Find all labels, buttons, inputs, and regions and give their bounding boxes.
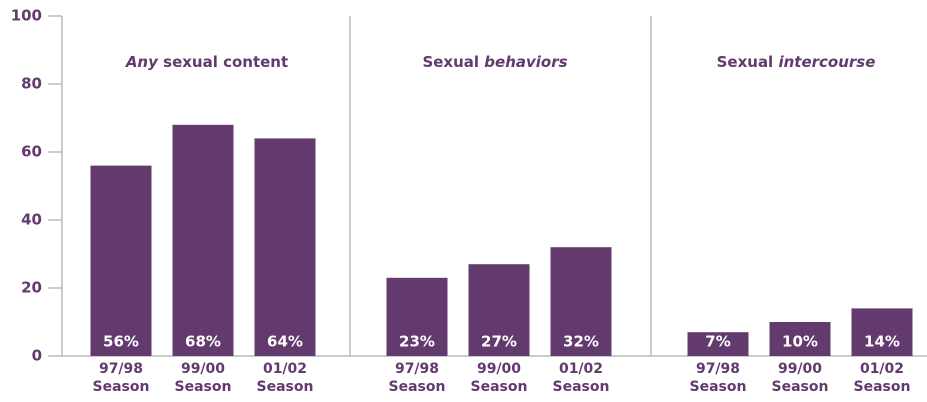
x-tick-label: 01/02 Season xyxy=(854,361,911,395)
bar xyxy=(468,264,530,356)
value-label: 56% xyxy=(103,333,139,351)
panel-title-part: behaviors xyxy=(484,53,567,71)
panel-title: Sexual behaviors xyxy=(422,53,567,71)
bar xyxy=(386,277,448,356)
x-tick-label: 01/02 Season xyxy=(257,361,314,395)
panel-title: Sexual intercourse xyxy=(717,53,876,71)
bar xyxy=(90,165,152,356)
value-label: 23% xyxy=(399,333,435,351)
bar xyxy=(851,308,913,356)
x-tick-label: 97/98 Season xyxy=(389,361,446,395)
x-tick-label: 99/00 Season xyxy=(772,361,829,395)
bar xyxy=(769,322,831,356)
value-label: 27% xyxy=(481,333,517,351)
panel-title-part: Sexual xyxy=(717,53,774,71)
bar xyxy=(254,138,316,356)
y-tick-label: 40 xyxy=(21,211,42,229)
y-tick-label: 0 xyxy=(32,347,42,365)
panel-title-part: Any xyxy=(125,53,159,71)
x-tick-label: 01/02 Season xyxy=(553,361,610,395)
value-label: 14% xyxy=(864,333,900,351)
bar xyxy=(687,332,749,356)
y-tick-label: 60 xyxy=(21,143,42,161)
y-tick-label: 20 xyxy=(21,279,42,297)
x-tick-label: 99/00 Season xyxy=(471,361,528,395)
panel-title-part: sexual content xyxy=(163,53,288,71)
value-label: 10% xyxy=(782,333,818,351)
panel-title-part: intercourse xyxy=(778,53,875,71)
y-tick-label: 100 xyxy=(11,7,42,25)
y-tick-label: 80 xyxy=(21,75,42,93)
panel-title-part: Sexual xyxy=(422,53,479,71)
value-label: 7% xyxy=(705,333,730,351)
x-tick-label: 97/98 Season xyxy=(93,361,150,395)
bar xyxy=(172,124,234,356)
bar xyxy=(550,247,612,356)
value-label: 32% xyxy=(563,333,599,351)
value-label: 64% xyxy=(267,333,303,351)
x-tick-label: 99/00 Season xyxy=(175,361,232,395)
x-tick-label: 97/98 Season xyxy=(690,361,747,395)
panel-title: Any sexual content xyxy=(125,53,288,71)
value-label: 68% xyxy=(185,333,221,351)
